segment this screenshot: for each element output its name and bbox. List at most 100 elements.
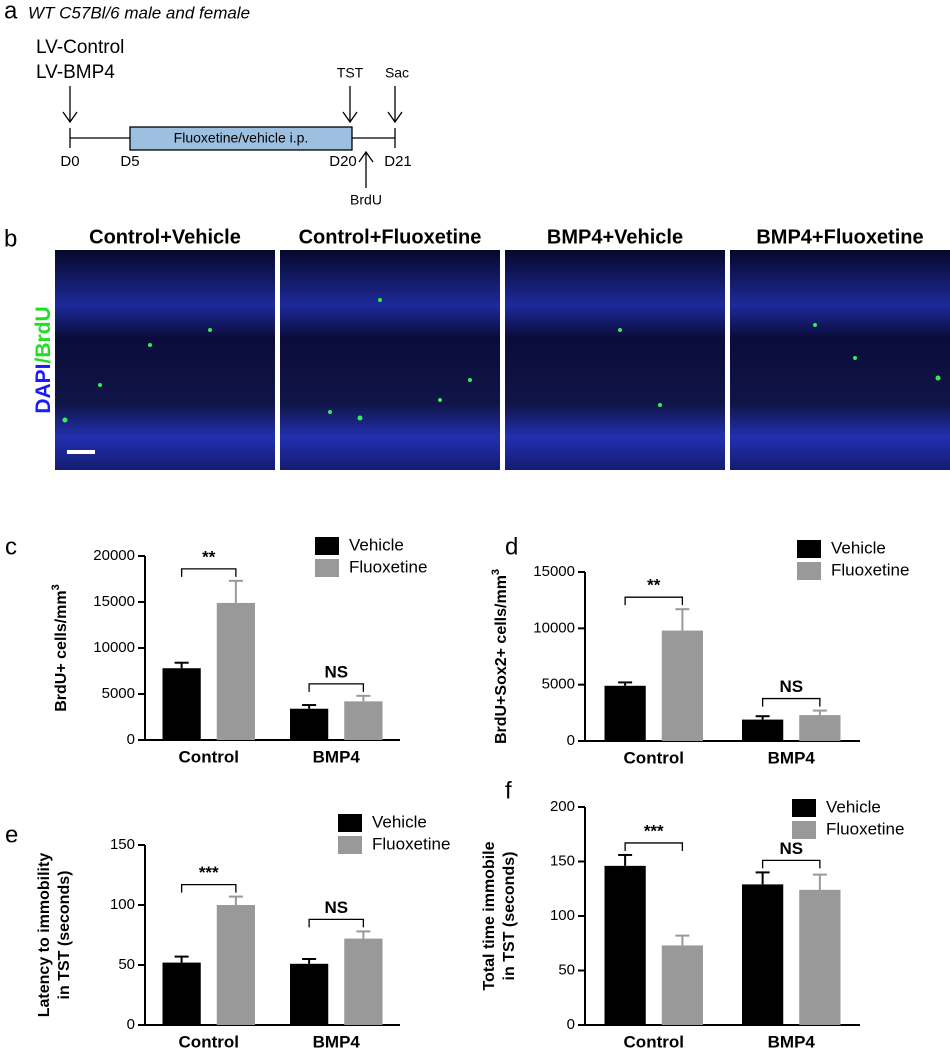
significance-bracket [624, 596, 684, 606]
y-tick-label: 100 [110, 896, 135, 913]
panel-letter: b [4, 225, 17, 252]
arrow [342, 86, 358, 124]
bar [661, 630, 703, 741]
treatment: LV-BMP4 [36, 62, 115, 83]
x-tick-label: Control [179, 747, 239, 766]
stain-label: DAPI/BrdU [32, 306, 55, 413]
legend-swatch [338, 836, 362, 854]
x-tick-label: BMP4 [768, 1032, 816, 1050]
bar [742, 884, 784, 1025]
y-axis-label: Total time immobile [481, 841, 498, 990]
legend-swatch [315, 537, 339, 555]
treatment-box [129, 126, 353, 151]
event: Sac [385, 65, 409, 81]
legend-label: Vehicle [826, 797, 881, 816]
y-tick-label: 20000 [93, 547, 135, 564]
brdu-cells [62, 298, 941, 423]
significance-label: NS [324, 662, 348, 681]
y-axis-label-text: in TST (seconds) [56, 871, 73, 1000]
bar [216, 602, 255, 740]
stain: /BrdU [32, 306, 55, 363]
day: D0 [60, 153, 79, 170]
micrograph [55, 250, 275, 470]
scale-bar [67, 450, 95, 454]
legend-swatch [338, 814, 362, 832]
error-bar [356, 930, 371, 939]
y-tick-label: 15000 [93, 593, 135, 610]
panel-letter: d [505, 533, 518, 560]
legend-swatch [315, 559, 339, 577]
legend-swatch [797, 540, 821, 558]
y-tick-label: 150 [550, 852, 575, 869]
bar [604, 685, 646, 741]
significance-label: ** [202, 547, 216, 566]
micrographs [55, 250, 950, 470]
y-axis-label: in TST (seconds) [56, 871, 73, 1000]
condition: BMP4+Vehicle [547, 226, 683, 248]
arrow [387, 86, 403, 124]
y-tick-label: 50 [558, 961, 575, 978]
error-bar [228, 579, 243, 603]
micrograph [505, 250, 725, 470]
error-bar [675, 608, 690, 631]
y-axis-label-text: BrdU+Sox2+ cells/mm [493, 575, 510, 744]
y-axis-label-sup: 3 [50, 584, 62, 590]
error-bar [675, 934, 690, 946]
significance-label: *** [199, 863, 219, 882]
error-bar [302, 704, 317, 709]
y-axis-label-text: BrdU+ cells/mm [53, 590, 70, 711]
significance-label: NS [324, 898, 348, 917]
y-tick-label: 50 [118, 956, 135, 973]
legend-swatch [792, 821, 816, 839]
panel-a [62, 86, 403, 188]
significance-bracket [180, 883, 237, 893]
legend-label: Fluoxetine [349, 557, 427, 576]
error-bar [755, 871, 770, 885]
error-bar [755, 715, 770, 720]
y-axis-label-text: Total time immobile [481, 841, 498, 990]
significance-bracket [761, 859, 821, 869]
panel-letter: f [505, 777, 512, 804]
y-tick-label: 100 [550, 907, 575, 924]
micrograph [280, 250, 500, 470]
error-bar [302, 958, 317, 964]
y-axis-label: in TST (seconds) [501, 852, 518, 981]
panel-letter: e [5, 821, 18, 848]
significance-label: *** [644, 821, 664, 840]
bar [290, 708, 329, 740]
bar [742, 719, 784, 741]
y-axis-label: BrdU+ cells/mm3 [50, 584, 70, 712]
subtitle: WT C57Bl/6 male and female [28, 3, 250, 22]
error-bar [618, 853, 633, 866]
x-tick-label: Control [624, 748, 684, 767]
significance-bracket [308, 683, 365, 692]
bar [162, 962, 201, 1025]
x-tick-label: Control [179, 1032, 239, 1050]
bar [290, 963, 329, 1025]
x-tick-label: BMP4 [313, 747, 361, 766]
y-tick-label: 5000 [102, 685, 135, 702]
y-axis-label-text: in TST (seconds) [501, 852, 518, 981]
y-tick-label: 10000 [533, 619, 575, 636]
significance-bracket [180, 568, 237, 577]
y-tick-label: 0 [567, 1016, 575, 1033]
y-axis-label-text: Latency to immobility [36, 853, 53, 1018]
day: D5 [120, 153, 139, 170]
x-tick-label: BMP4 [768, 748, 816, 767]
y-tick-label: 0 [567, 732, 575, 749]
legend-swatch [797, 562, 821, 580]
event: BrdU [350, 192, 382, 208]
bar [661, 945, 703, 1025]
condition: Control+Vehicle [89, 226, 241, 248]
y-tick-label: 15000 [533, 563, 575, 580]
legend-label: Fluoxetine [372, 834, 450, 853]
significance-bracket [624, 842, 684, 851]
bar [344, 701, 383, 740]
panel-letter: c [5, 533, 17, 560]
bar [216, 905, 255, 1025]
bar [799, 889, 841, 1025]
error-bar [356, 694, 371, 702]
legend-label: Fluoxetine [826, 819, 904, 838]
